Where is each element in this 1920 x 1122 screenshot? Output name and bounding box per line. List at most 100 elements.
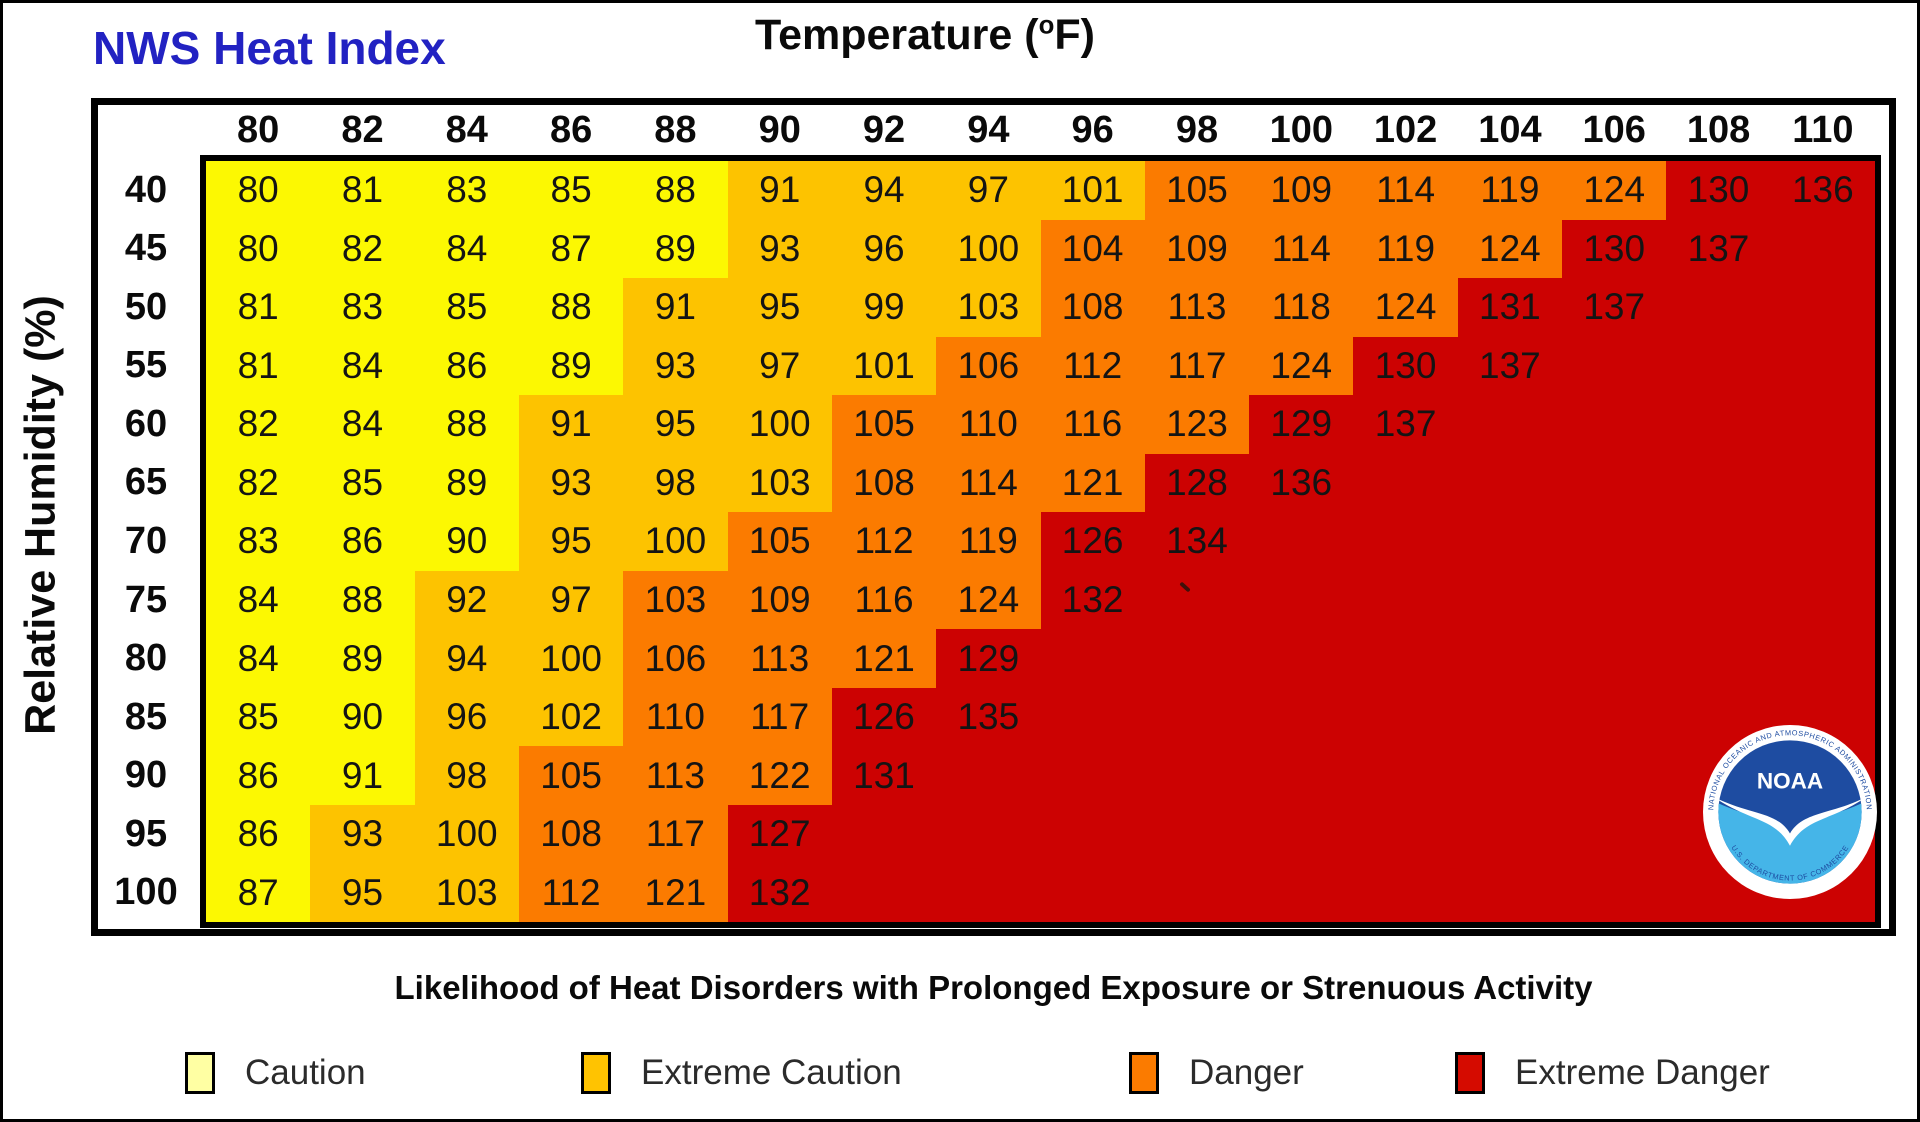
heat-cell xyxy=(1666,512,1771,571)
heat-cell: 86 xyxy=(206,746,311,805)
heat-cell xyxy=(1249,804,1354,864)
heat-cell: 132 xyxy=(727,863,832,922)
heat-cell: 117 xyxy=(727,687,832,747)
heat-cell: 82 xyxy=(310,219,415,279)
heat-cell: 121 xyxy=(831,629,937,688)
legend-swatch xyxy=(581,1052,611,1094)
heat-cell: 117 xyxy=(1144,336,1250,396)
heat-cell: 89 xyxy=(518,336,624,396)
humidity-label: 80 xyxy=(124,637,168,680)
legend-item: Caution xyxy=(185,1049,366,1097)
legend-swatch xyxy=(1129,1052,1159,1094)
x-axis-title-unit: F) xyxy=(1054,11,1095,59)
heat-cell xyxy=(1249,863,1354,922)
temperature-header: 88 xyxy=(654,108,697,151)
heat-cell: 124 xyxy=(1457,219,1563,279)
heat-cell xyxy=(1457,804,1563,864)
heat-cell: 137 xyxy=(1666,219,1771,279)
heat-cell xyxy=(1144,746,1250,805)
humidity-label: 95 xyxy=(124,812,168,855)
legend-label: Extreme Caution xyxy=(641,1053,902,1092)
heat-cell: 98 xyxy=(414,746,519,805)
heat-cell xyxy=(1666,278,1771,337)
heat-cell: 124 xyxy=(1562,161,1667,220)
heat-cell: 112 xyxy=(1040,336,1145,396)
heat-cell: 113 xyxy=(623,746,728,805)
heat-cell: 100 xyxy=(936,219,1041,279)
temperature-header: 82 xyxy=(341,108,384,151)
heat-cell: 83 xyxy=(206,512,311,571)
heat-cell: 137 xyxy=(1353,395,1458,454)
heat-cell: 109 xyxy=(727,570,832,630)
heat-cell: 127 xyxy=(727,804,832,864)
heat-cell: 86 xyxy=(206,804,311,864)
heat-cell: 130 xyxy=(1353,336,1458,396)
heat-cell: 95 xyxy=(310,863,415,922)
heat-cell: 116 xyxy=(1040,395,1145,454)
heat-cell: 112 xyxy=(831,512,937,571)
humidity-label-column: 40 45 50 55 60 65 70 75 80 85 90 95 100 xyxy=(98,161,194,922)
heat-cell: 89 xyxy=(414,453,519,513)
temperature-header: 108 xyxy=(1686,108,1751,151)
heat-cell: 103 xyxy=(727,453,832,513)
heat-cell: 105 xyxy=(727,512,832,571)
heat-cell: 84 xyxy=(310,395,415,454)
humidity-label: 85 xyxy=(124,695,168,738)
heat-cell: 116 xyxy=(831,570,937,630)
heat-cell: 84 xyxy=(206,570,311,630)
temperature-header: 98 xyxy=(1175,108,1219,151)
heat-cell xyxy=(1770,336,1875,396)
heat-cell: 124 xyxy=(1249,336,1354,396)
heat-cell xyxy=(1040,746,1145,805)
heat-cell: 124 xyxy=(936,570,1041,630)
heat-cell: 123 xyxy=(1144,395,1250,454)
humidity-label: 50 xyxy=(124,285,168,328)
heat-cell: 85 xyxy=(310,453,415,513)
heat-cell xyxy=(1562,570,1667,630)
heat-cell xyxy=(1666,570,1771,630)
humidity-label: 45 xyxy=(124,227,168,270)
heat-cell xyxy=(1770,629,1875,688)
heat-cell: 135 xyxy=(936,687,1041,747)
heat-cell: 93 xyxy=(727,219,832,279)
heat-cell: 95 xyxy=(727,278,832,337)
legend-label: Extreme Danger xyxy=(1515,1053,1770,1092)
heat-cell xyxy=(1144,570,1250,630)
heat-cell xyxy=(1249,570,1354,630)
heat-cell: 94 xyxy=(831,161,937,220)
noaa-logo: NOAA NATIONAL OCEANIC AND ATMOSPHERIC AD… xyxy=(1703,725,1877,899)
heat-cell: 108 xyxy=(831,453,937,513)
humidity-label: 65 xyxy=(124,461,168,504)
heat-cell: 81 xyxy=(206,336,311,396)
humidity-label: 100 xyxy=(114,871,178,914)
heat-cell: 121 xyxy=(623,863,728,922)
heat-cell xyxy=(1144,863,1250,922)
heat-cell: 82 xyxy=(206,453,311,513)
heat-cell: 100 xyxy=(414,804,519,864)
heat-cell xyxy=(1457,453,1563,513)
temperature-header: 86 xyxy=(549,108,593,151)
legend-item: Extreme Caution xyxy=(581,1049,902,1097)
legend-label: Caution xyxy=(245,1053,366,1092)
temperature-header: 96 xyxy=(1071,108,1114,151)
heat-cell: 99 xyxy=(831,278,937,337)
heat-cell xyxy=(1249,629,1354,688)
heat-cell xyxy=(1770,219,1875,279)
heat-cell: 90 xyxy=(414,512,519,571)
heat-cell xyxy=(1770,453,1875,513)
heat-cell: 122 xyxy=(727,746,832,805)
heat-cell xyxy=(1562,453,1667,513)
heat-grid: 80 81 83 85 88 91 94 97 101 105 109 114 119 124 130 136… xyxy=(200,155,1881,928)
heat-cell xyxy=(1562,512,1667,571)
heat-cell: 80 xyxy=(206,161,311,220)
heat-cell xyxy=(1040,629,1145,688)
temperature-header: 92 xyxy=(862,108,906,151)
heat-cell xyxy=(1353,512,1458,571)
heat-cell: 85 xyxy=(518,161,624,220)
heat-cell: 91 xyxy=(623,278,728,337)
heat-cell: 89 xyxy=(623,219,728,279)
heat-cell: 87 xyxy=(206,863,311,922)
heat-cell xyxy=(936,863,1041,922)
legend-swatch xyxy=(1455,1052,1485,1094)
